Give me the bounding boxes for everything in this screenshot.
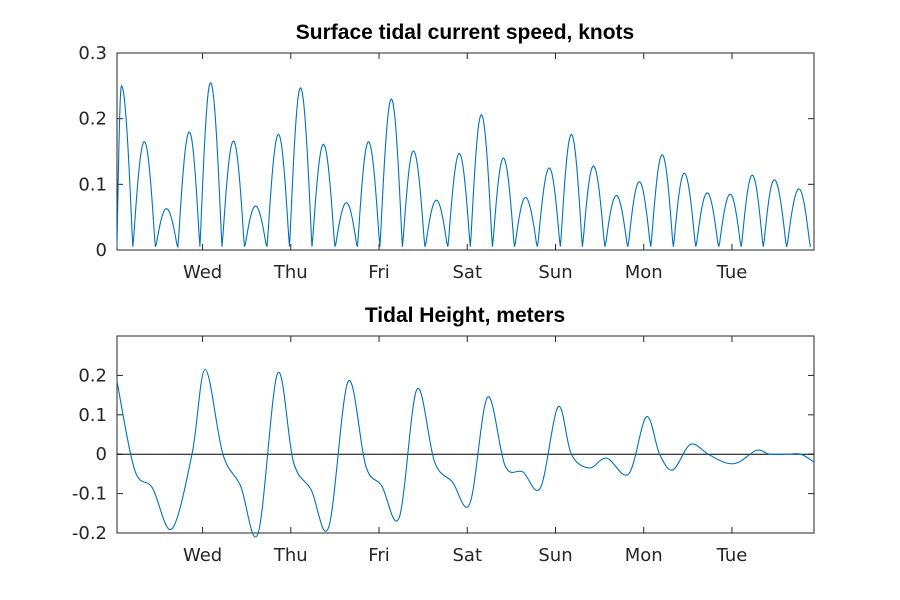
current-speed-plot: Surface tidal current speed, knots 00.10… — [78, 21, 815, 283]
bottom-chart-title: Tidal Height, meters — [365, 304, 565, 327]
bottom-x-tick-label: Mon — [625, 545, 663, 566]
top-x-tick-label: Wed — [183, 262, 222, 283]
bottom-x-tick-label: Sun — [538, 545, 572, 566]
bottom-axes-box — [116, 335, 815, 534]
top-series-line — [116, 82, 812, 249]
bottom-x-tick-label: Sat — [453, 545, 483, 566]
bottom-y-tick-label: -0.1 — [72, 484, 107, 505]
top-y-tick-label: 0.3 — [78, 43, 107, 64]
top-x-tick-label: Thu — [273, 262, 308, 283]
top-x-tick-label: Fri — [368, 262, 389, 283]
top-x-tick-label: Sun — [538, 262, 572, 283]
top-x-tick-label: Sat — [453, 262, 483, 283]
top-y-tick-label: 0 — [96, 240, 107, 261]
tidal-height-plot: Tidal Height, meters -0.2 -0.1 0 0.1 0.2 Wed T… — [72, 304, 815, 566]
bottom-y-tick-label: -0.2 — [72, 523, 107, 544]
bottom-x-tick-label: Fri — [368, 545, 389, 566]
bottom-y-tick-label: 0 — [96, 444, 107, 465]
bottom-x-tick-label: Wed — [183, 545, 222, 566]
top-marks: 0 0.1 0.2 0.3 Wed Thu Fri Sat Sun Mon Tue — [78, 43, 814, 283]
top-chart-title: Surface tidal current speed, knots — [296, 21, 634, 44]
bottom-series-line — [116, 368, 815, 538]
bottom-x-tick-label: Thu — [273, 545, 308, 566]
bottom-y-tick-label: 0.2 — [78, 365, 107, 386]
top-y-tick-label: 0.1 — [78, 174, 107, 195]
top-x-tick-label: Mon — [625, 262, 663, 283]
top-axes-box — [116, 52, 815, 251]
bottom-y-tick-label: 0.1 — [78, 405, 107, 426]
top-x-tick-label: Tue — [716, 262, 748, 283]
bottom-x-tick-label: Tue — [716, 545, 748, 566]
bottom-marks: -0.2 -0.1 0 0.1 0.2 Wed Thu Fri Sat Sun Mon Tue — [72, 336, 815, 566]
top-y-tick-label: 0.2 — [78, 109, 107, 130]
